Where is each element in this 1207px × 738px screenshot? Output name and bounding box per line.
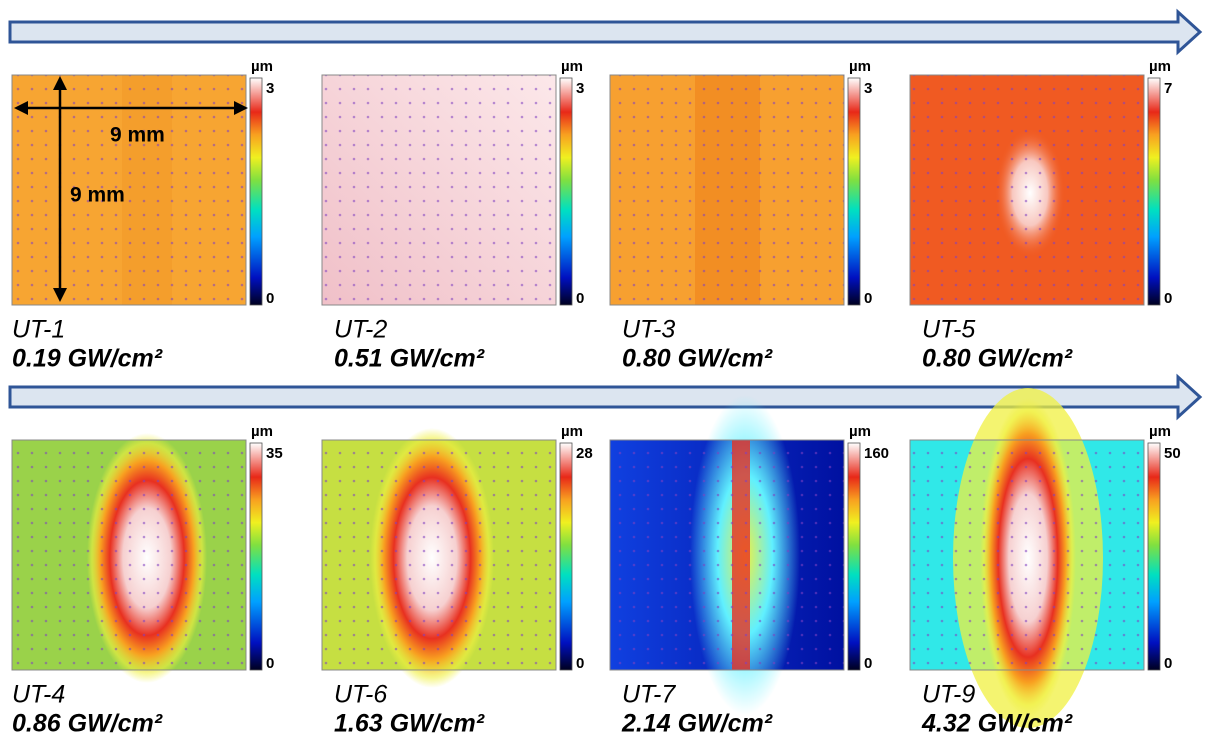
map-border (11, 74, 247, 306)
colorbar-unit: µm (1149, 423, 1171, 440)
map-border (11, 439, 247, 671)
colorbar-unit: µm (251, 423, 273, 440)
dot-overlay (910, 75, 1144, 305)
colorbar-unit: µm (849, 58, 871, 75)
colorbar-max: 160 (864, 445, 889, 462)
sample-name: UT-9 (922, 681, 975, 709)
colorbar-max: 35 (266, 445, 283, 462)
fluence: 2.14 GW/cm² (621, 710, 773, 738)
colorbar-max: 50 (1164, 445, 1181, 462)
colorbar-unit: µm (561, 423, 583, 440)
panel: µm 3 0 UT-30.80 GW/cm² (609, 58, 872, 373)
panel: µm 3 0 UT-10.19 GW/cm² (11, 58, 274, 373)
colorbar-max: 7 (1164, 80, 1172, 97)
sample-name: UT-6 (334, 681, 387, 709)
map-border (321, 439, 557, 671)
colorbar-min: 0 (266, 655, 274, 672)
panel: µm 35 0 UT-40.86 GW/cm² (11, 423, 283, 738)
panel: µm 160 0 UT-72.14 GW/cm² (609, 395, 889, 738)
fluence: 4.32 GW/cm² (921, 710, 1073, 738)
sample-name: UT-7 (622, 681, 676, 709)
dimension-label: 9 mm (70, 184, 125, 207)
colorbar-unit: µm (251, 58, 273, 75)
sample-name: UT-2 (334, 316, 387, 344)
map-border (909, 74, 1145, 306)
arrow (8, 8, 1203, 421)
colorbar-min: 0 (266, 290, 274, 307)
dot-overlay (322, 75, 556, 305)
colorbar-min: 0 (576, 290, 584, 307)
map-border (609, 74, 845, 306)
arrow-head (234, 101, 248, 115)
arrow-head (14, 101, 28, 115)
colorbar-max: 3 (576, 80, 584, 97)
fluence: 0.80 GW/cm² (922, 345, 1073, 373)
colorbar-max: 28 (576, 445, 593, 462)
colorbar-unit: µm (1149, 58, 1171, 75)
dimension-arrows: 9 mm 9 mm (14, 76, 248, 302)
arrow-head (53, 288, 67, 302)
colorbar (559, 77, 573, 306)
panel: µm 28 0 UT-61.63 GW/cm² (321, 423, 593, 738)
dot-overlay (12, 440, 246, 670)
colorbar-min: 0 (1164, 290, 1172, 307)
dot-overlay (610, 75, 844, 305)
colorbar-min: 0 (1164, 655, 1172, 672)
fluence: 0.86 GW/cm² (12, 710, 163, 738)
colorbar (559, 442, 573, 671)
colorbar-max: 3 (266, 80, 274, 97)
map-border (909, 439, 1145, 671)
map-border (321, 74, 557, 306)
panel: µm 7 0 UT-50.80 GW/cm² (909, 58, 1172, 373)
dot-overlay (910, 440, 1144, 670)
colorbar-min: 0 (864, 655, 872, 672)
arrow-head (53, 76, 67, 90)
colorbar-min: 0 (864, 290, 872, 307)
sample-name: UT-1 (12, 316, 65, 344)
colorbar (249, 77, 263, 306)
colorbar-unit: µm (561, 58, 583, 75)
colorbar (847, 442, 861, 671)
colorbar-max: 3 (864, 80, 872, 97)
fluence: 0.80 GW/cm² (622, 345, 773, 373)
colorbar (1147, 442, 1161, 671)
fluence: 0.51 GW/cm² (334, 345, 485, 373)
fluence: 0.19 GW/cm² (12, 345, 163, 373)
dot-overlay (12, 75, 246, 305)
sample-name: UT-3 (622, 316, 675, 344)
colorbar (1147, 77, 1161, 306)
sample-name: UT-4 (12, 681, 65, 709)
panel: µm 50 0 UT-94.32 GW/cm² (909, 388, 1181, 738)
colorbar-unit: µm (849, 423, 871, 440)
panel: µm 3 0 UT-20.51 GW/cm² (321, 58, 584, 373)
colorbar-min: 0 (576, 655, 584, 672)
dot-overlay (610, 440, 844, 670)
map-border (609, 439, 845, 671)
colorbar (847, 77, 861, 306)
fluence: 1.63 GW/cm² (334, 710, 485, 738)
colorbar (249, 442, 263, 671)
dot-overlay (322, 440, 556, 670)
sample-name: UT-5 (922, 316, 975, 344)
dimension-label: 9 mm (110, 124, 165, 147)
